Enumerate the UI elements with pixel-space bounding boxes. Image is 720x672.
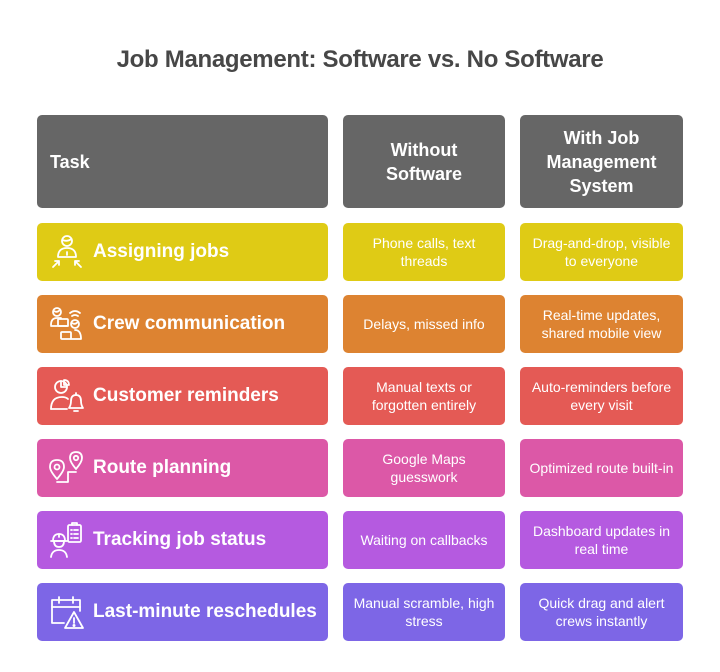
without-value: Delays, missed info <box>363 316 485 332</box>
row-with-customer-reminders: Auto-reminders before every visit <box>520 367 683 425</box>
row-without-crew-communication: Delays, missed info <box>343 295 505 353</box>
customer-bell-icon <box>47 376 87 416</box>
task-label: Customer reminders <box>93 385 279 406</box>
header-with-system: With Job Management System <box>520 115 683 208</box>
with-value: Auto-reminders before every visit <box>531 379 672 413</box>
row-task-crew-communication: Crew communication <box>37 295 328 353</box>
header-without-label: Without Software <box>385 139 463 184</box>
row-task-tracking-job-status: Tracking job status <box>37 511 328 569</box>
with-value: Dashboard updates in real time <box>533 523 670 557</box>
without-value: Phone calls, text threads <box>372 235 476 269</box>
row-without-customer-reminders: Manual texts or forgotten entirely <box>343 367 505 425</box>
row-task-customer-reminders: Customer reminders <box>37 367 328 425</box>
row-without-assigning-jobs: Phone calls, text threads <box>343 223 505 281</box>
row-without-tracking-job-status: Waiting on callbacks <box>343 511 505 569</box>
page-title: Job Management: Software vs. No Software <box>116 46 604 73</box>
with-value: Drag-and-drop, visible to everyone <box>532 235 671 269</box>
worker-clipboard-icon <box>47 520 87 560</box>
with-value: Optimized route built-in <box>529 460 674 476</box>
with-value: Real-time updates, shared mobile view <box>541 307 662 341</box>
row-without-route-planning: Google Maps guesswork <box>343 439 505 497</box>
header-with-label: With Job Management System <box>546 127 657 196</box>
row-task-assigning-jobs: Assigning jobs <box>37 223 328 281</box>
task-label: Route planning <box>93 457 232 478</box>
row-with-crew-communication: Real-time updates, shared mobile view <box>520 295 683 353</box>
crew-communication-icon <box>47 304 87 344</box>
person-assign-icon <box>47 232 87 272</box>
row-task-last-minute-reschedules: Last-minute reschedules <box>37 583 328 641</box>
row-with-route-planning: Optimized route built-in <box>520 439 683 497</box>
header-task-label: Task <box>50 151 90 172</box>
task-label: Assigning jobs <box>93 241 230 262</box>
without-value: Manual texts or forgotten entirely <box>371 379 477 413</box>
without-value: Google Maps guesswork <box>382 451 466 485</box>
row-with-assigning-jobs: Drag-and-drop, visible to everyone <box>520 223 683 281</box>
row-with-last-minute-reschedules: Quick drag and alert crews instantly <box>520 583 683 641</box>
row-without-last-minute-reschedules: Manual scramble, high stress <box>343 583 505 641</box>
header-task: Task <box>37 115 328 208</box>
with-value: Quick drag and alert crews instantly <box>538 595 665 629</box>
row-with-tracking-job-status: Dashboard updates in real time <box>520 511 683 569</box>
without-value: Waiting on callbacks <box>360 532 488 548</box>
route-pins-icon <box>47 448 87 488</box>
task-label: Crew communication <box>93 313 286 334</box>
header-without-software: Without Software <box>343 115 505 208</box>
task-label: Tracking job status <box>93 529 267 550</box>
row-task-route-planning: Route planning <box>37 439 328 497</box>
calendar-warning-icon <box>47 592 87 632</box>
without-value: Manual scramble, high stress <box>353 595 495 629</box>
task-label: Last-minute reschedules <box>93 601 317 622</box>
